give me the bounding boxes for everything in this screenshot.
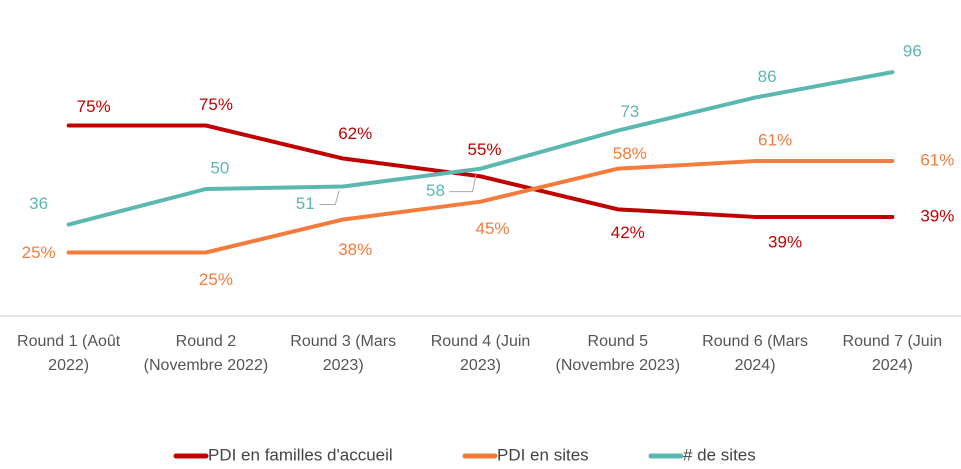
data-label: 36 <box>29 194 48 213</box>
leader-line <box>449 172 477 193</box>
data-label: 86 <box>758 67 777 86</box>
series-line <box>66 70 895 227</box>
data-label: 38% <box>338 240 372 259</box>
data-label: 42% <box>611 223 645 242</box>
data-label: 75% <box>199 95 233 114</box>
data-label: 55% <box>467 140 501 159</box>
data-label: 50 <box>210 158 229 177</box>
series-line <box>66 123 895 219</box>
x-tick-label: Round 5 (Novembre 2023) <box>555 333 681 374</box>
data-label: 75% <box>77 97 111 116</box>
data-label: 96 <box>903 42 922 61</box>
data-label: 25% <box>22 243 56 262</box>
data-label: 45% <box>475 219 509 238</box>
data-label: 61% <box>758 131 792 150</box>
legend-label: # de sites <box>683 445 756 464</box>
x-tick-label: Round 4 (Juin 2023) <box>430 333 531 374</box>
x-tick-label: Round 7 (Juin 2024) <box>842 333 943 374</box>
x-tick-label: Round 3 (Mars 2023) <box>290 333 397 374</box>
data-label: 58% <box>613 144 647 163</box>
data-label: 62% <box>338 124 372 143</box>
data-label: 25% <box>199 270 233 289</box>
data-label: 39% <box>768 232 802 251</box>
series-line <box>66 159 895 255</box>
data-label: 58 <box>426 181 445 200</box>
data-label: 61% <box>920 151 954 170</box>
x-tick-label: Round 1 (Août 2022) <box>17 333 121 374</box>
legend-label: PDI en familles d'accueil <box>208 445 393 464</box>
x-tick-label: Round 2 (Novembre 2022) <box>143 333 269 374</box>
data-label: 51 <box>296 194 315 213</box>
leader-line <box>319 190 340 205</box>
legend-label: PDI en sites <box>497 445 589 464</box>
x-tick-label: Round 6 (Mars 2024) <box>702 333 808 374</box>
data-label: 73 <box>620 102 639 121</box>
data-label: 39% <box>920 206 954 225</box>
